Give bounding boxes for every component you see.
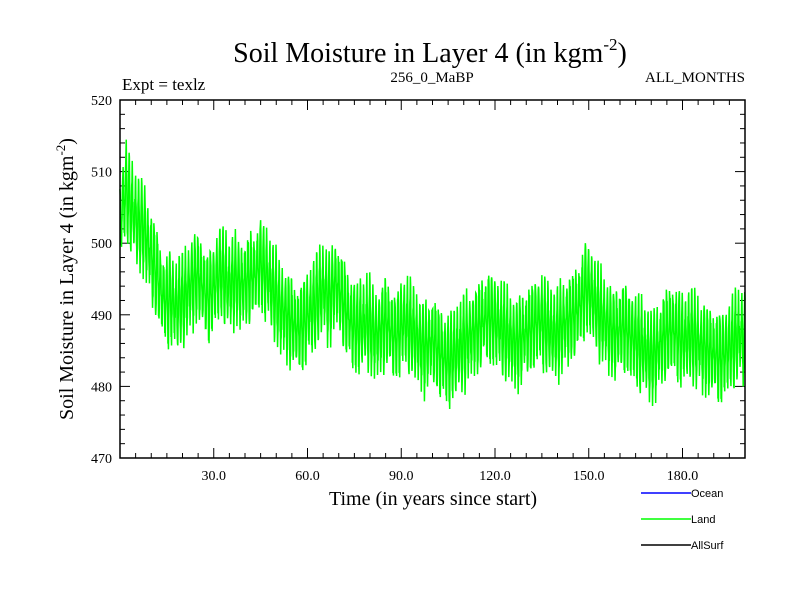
subtitle-period: 256_0_MaBP <box>390 70 473 86</box>
x-tick-label: 120.0 <box>479 469 511 484</box>
legend-label-land: Land <box>691 514 715 526</box>
land-series-line <box>119 139 746 409</box>
legend-label-allsurf: AllSurf <box>691 540 724 552</box>
x-tick-label: 60.0 <box>295 469 320 484</box>
legend-item-land: Land <box>641 514 715 526</box>
legend-label-ocean: Ocean <box>691 488 723 500</box>
x-tick-label: 150.0 <box>573 469 605 484</box>
y-tick-label: 470 <box>91 452 112 467</box>
y-tick-label: 480 <box>91 380 112 395</box>
x-tick-label: 90.0 <box>389 469 414 484</box>
legend: Ocean Land AllSurf <box>641 488 724 552</box>
y-tick-label: 490 <box>91 309 112 324</box>
y-tick-labels: 470 480 490 500 510 520 <box>91 94 112 467</box>
plot-area-frame <box>119 99 746 459</box>
x-axis-label: Time (in years since start) <box>329 488 537 510</box>
x-tick-labels: 30.0 60.0 90.0 120.0 150.0 180.0 <box>202 469 699 484</box>
subtitle-months: ALL_MONTHS <box>645 70 745 86</box>
x-tick-label: 180.0 <box>667 469 699 484</box>
y-axis-label: Soil Moisture in Layer 4 (in kgm-2) <box>53 138 78 420</box>
series-layer <box>119 139 746 409</box>
x-tick-label: 30.0 <box>202 469 227 484</box>
legend-item-ocean: Ocean <box>641 488 723 500</box>
y-tick-label: 520 <box>91 94 112 109</box>
subtitle-experiment: Expt = texlz <box>122 75 206 94</box>
legend-item-allsurf: AllSurf <box>641 540 724 552</box>
y-tick-label: 500 <box>91 237 112 252</box>
chart-title: Soil Moisture in Layer 4 (in kgm-2) <box>233 35 627 69</box>
y-tick-label: 510 <box>91 166 112 181</box>
